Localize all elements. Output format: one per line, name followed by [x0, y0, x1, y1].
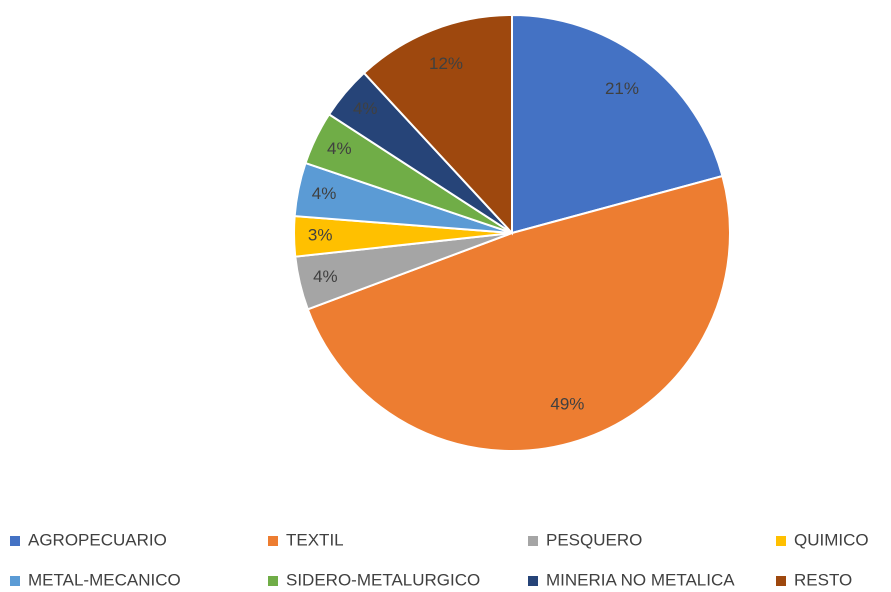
legend-label: METAL-MECANICO	[28, 570, 181, 589]
pie-slice	[362, 13, 513, 236]
legend-label: MINERIA NO METALICA	[546, 570, 735, 589]
data-label: 4%	[313, 267, 338, 286]
legend-swatch	[528, 536, 538, 546]
legend-swatch	[10, 576, 20, 586]
legend-swatch	[268, 536, 278, 546]
data-label: 49%	[550, 395, 584, 414]
data-label: 4%	[312, 184, 337, 203]
data-label: 3%	[308, 225, 333, 244]
data-label: 4%	[353, 99, 378, 118]
legend-label: TEXTIL	[286, 530, 344, 549]
legend-label: QUIMICO	[794, 530, 869, 549]
data-label: 4%	[327, 139, 352, 158]
legend-swatch	[10, 536, 20, 546]
legend-swatch	[268, 576, 278, 586]
pie-slice	[306, 174, 731, 452]
legend-swatch	[776, 576, 786, 586]
legend-label: AGROPECUARIO	[28, 530, 167, 549]
data-label: 21%	[605, 79, 639, 98]
pie-slice	[511, 13, 724, 235]
data-label: 12%	[429, 54, 463, 73]
legend-swatch	[528, 576, 538, 586]
legend-swatch	[776, 536, 786, 546]
legend-label: PESQUERO	[546, 530, 642, 549]
legend-label: SIDERO-METALURGICO	[286, 570, 480, 589]
legend-label: RESTO	[794, 570, 852, 589]
